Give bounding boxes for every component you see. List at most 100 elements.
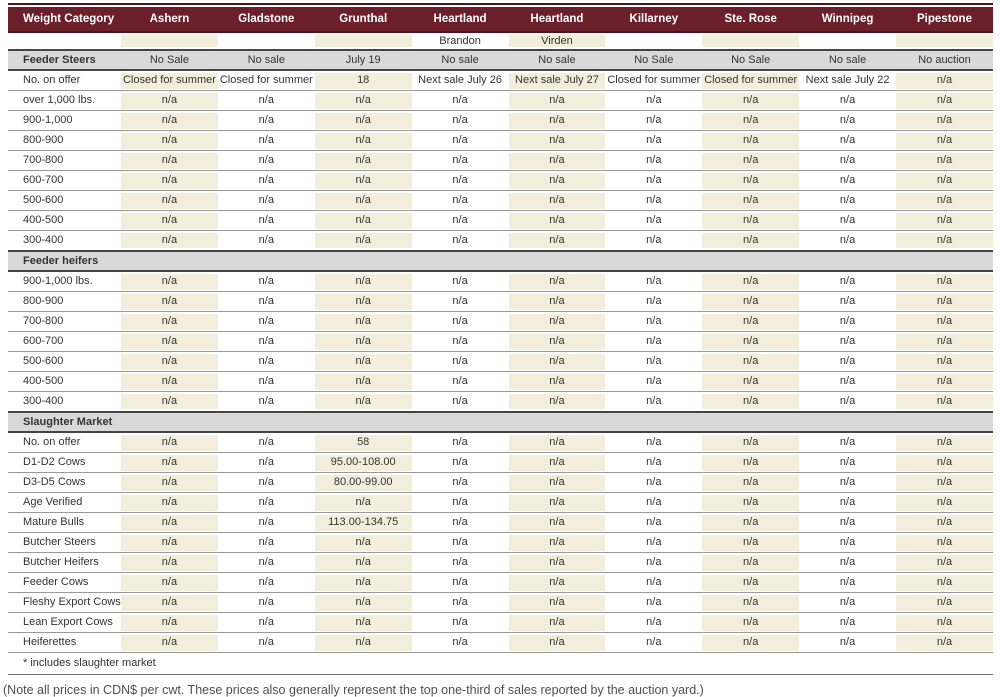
sub-location-empty — [218, 32, 315, 50]
data-row-400-500: 400-500 n/a n/a n/a n/a n/a n/a n/a n/a n/a — [8, 372, 993, 392]
cell — [509, 412, 606, 432]
cell: n/a — [508, 493, 606, 513]
cell: n/a — [646, 355, 662, 367]
cell: n/a — [702, 231, 800, 252]
cell: n/a — [896, 151, 993, 171]
cell: n/a — [702, 271, 800, 292]
cell — [702, 412, 799, 432]
cell: No Sale — [149, 54, 189, 66]
cell: n/a — [258, 576, 274, 588]
sub-location-empty — [605, 32, 702, 50]
cell: n/a — [508, 392, 606, 413]
cell: n/a — [839, 556, 856, 568]
data-row-900-1-000-lbs: 900-1,000 lbs. n/a n/a n/a n/a n/a n/a n/a n/a n/… — [8, 271, 993, 292]
row-label: 400-500 — [23, 375, 64, 387]
auction-price-table: Weight Category Ashern Gladstone Grunthal He… — [8, 7, 993, 675]
cell: n/a — [314, 151, 412, 171]
cell: n/a — [702, 312, 800, 332]
cell: n/a — [452, 596, 468, 608]
cell: n/a — [452, 476, 468, 488]
cell: n/a — [646, 214, 662, 226]
cell: n/a — [508, 453, 606, 473]
data-row-d3-d5-cows: D3-D5 Cows n/a n/a 80.00-99.00 n/a n/a n/a n/a n… — [8, 473, 993, 493]
cell: n/a — [839, 496, 856, 508]
cell: n/a — [646, 476, 662, 488]
data-row-no-on-offer: No. on offer Closed for summer Closed for … — [8, 70, 993, 91]
cell: n/a — [258, 496, 274, 508]
cell — [605, 251, 702, 271]
cell: n/a — [314, 91, 412, 111]
cell: No sale — [247, 54, 285, 66]
cell: n/a — [452, 436, 468, 448]
cell: n/a — [646, 576, 662, 588]
cell: n/a — [452, 516, 468, 528]
cell: n/a — [121, 292, 218, 312]
cell: n/a — [839, 174, 856, 186]
cell: n/a — [702, 352, 800, 372]
row-label: 500-600 — [23, 194, 64, 206]
cell: n/a — [896, 392, 993, 413]
cell: n/a — [452, 154, 468, 166]
cell: n/a — [314, 312, 412, 332]
cell: n/a — [508, 513, 606, 533]
cell: n/a — [314, 593, 412, 613]
sub-location-empty — [8, 32, 121, 50]
cell: n/a — [702, 493, 800, 513]
cell: n/a — [508, 573, 606, 593]
cell: n/a — [121, 372, 218, 392]
data-row-800-900: 800-900 n/a n/a n/a n/a n/a n/a n/a n/a n/a — [8, 292, 993, 312]
row-label: 500-600 — [23, 355, 64, 367]
data-row-no-on-offer: No. on offer n/a n/a 58 n/a n/a n/a n/a n/a n/a — [8, 432, 993, 453]
cell: n/a — [896, 131, 993, 151]
cell: n/a — [452, 355, 468, 367]
cell: n/a — [452, 556, 468, 568]
sub-location-empty — [702, 32, 800, 50]
cell: n/a — [839, 456, 856, 468]
data-row-age-verified: Age Verified n/a n/a n/a n/a n/a n/a n/a n/a n/a — [8, 493, 993, 513]
cell — [218, 412, 315, 432]
cell: n/a — [121, 633, 218, 653]
data-row-500-600: 500-600 n/a n/a n/a n/a n/a n/a n/a n/a n/a — [8, 191, 993, 211]
cell: n/a — [121, 231, 218, 252]
cell: n/a — [121, 453, 218, 473]
cell: n/a — [508, 593, 606, 613]
cell: n/a — [646, 114, 662, 126]
cell: 80.00-99.00 — [314, 473, 412, 493]
cell: n/a — [702, 191, 800, 211]
cell: n/a — [121, 111, 218, 131]
data-row-feeder-cows: Feeder Cows n/a n/a n/a n/a n/a n/a n/a n/a n/a — [8, 573, 993, 593]
cell: n/a — [121, 613, 218, 633]
cell: n/a — [896, 573, 993, 593]
row-label: 300-400 — [23, 234, 64, 246]
cell: n/a — [702, 91, 800, 111]
cell: n/a — [896, 171, 993, 191]
price-note: (Note all prices in CDN$ per cwt. These … — [3, 683, 704, 697]
cell: n/a — [839, 234, 856, 246]
cell — [315, 412, 412, 432]
column-header-heartland-brandon: Heartland — [411, 7, 509, 33]
data-row-300-400: 300-400 n/a n/a n/a n/a n/a n/a n/a n/a n/a — [8, 392, 993, 413]
sub-location-row: Brandon Virden — [8, 32, 993, 50]
cell: n/a — [702, 392, 800, 413]
cell: n/a — [121, 211, 218, 231]
cell: n/a — [839, 154, 856, 166]
row-label: Feeder heifers — [23, 255, 99, 267]
sub-location-brandon: Brandon — [439, 35, 481, 47]
cell: n/a — [896, 453, 993, 473]
cell — [121, 412, 218, 432]
row-label: Age Verified — [23, 496, 83, 508]
cell: No auction — [918, 54, 971, 66]
cell: n/a — [896, 332, 993, 352]
cell: n/a — [258, 194, 274, 206]
cell: n/a — [646, 194, 662, 206]
cell: n/a — [839, 315, 856, 327]
cell: n/a — [121, 151, 218, 171]
cell: 113.00-134.75 — [314, 513, 412, 533]
row-label: Mature Bulls — [23, 516, 85, 528]
cell: n/a — [258, 375, 274, 387]
data-row-400-500: 400-500 n/a n/a n/a n/a n/a n/a n/a n/a n/a — [8, 211, 993, 231]
cell: n/a — [121, 131, 218, 151]
cell: n/a — [896, 593, 993, 613]
cell: n/a — [508, 211, 606, 231]
